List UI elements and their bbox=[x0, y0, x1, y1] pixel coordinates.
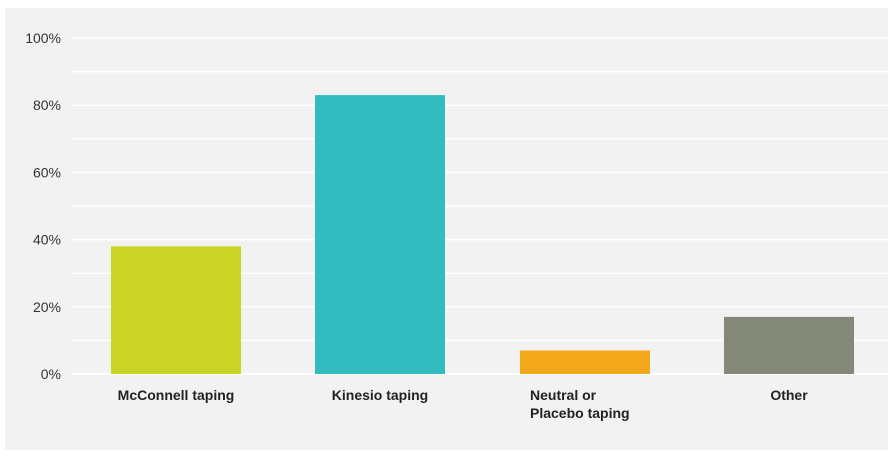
y-axis-ticks: 0% 20% 40% 60% 80% 100% bbox=[25, 30, 61, 382]
bars bbox=[111, 95, 854, 375]
x-category-label: Kinesio taping bbox=[332, 387, 428, 403]
chart-panel: 0% 20% 40% 60% 80% 100% McConnell taping Kines… bbox=[5, 8, 888, 450]
y-tick-label: 40% bbox=[33, 232, 61, 248]
y-tick-label: 80% bbox=[33, 97, 61, 113]
bar bbox=[315, 95, 445, 375]
y-tick-label: 100% bbox=[25, 30, 61, 46]
y-tick-label: 20% bbox=[33, 299, 61, 315]
x-category-label: Other bbox=[770, 387, 808, 403]
bar bbox=[520, 350, 650, 374]
bar bbox=[724, 316, 854, 374]
bar bbox=[111, 246, 241, 374]
y-tick-label: 0% bbox=[41, 366, 61, 382]
bar-chart: 0% 20% 40% 60% 80% 100% McConnell taping Kines… bbox=[25, 30, 888, 421]
y-tick-label: 60% bbox=[33, 164, 61, 180]
x-axis-labels: McConnell taping Kinesio taping Neutral or… bbox=[118, 387, 809, 421]
x-category-label: McConnell taping bbox=[118, 387, 235, 403]
x-category-label: Neutral or Placebo taping bbox=[530, 387, 630, 421]
